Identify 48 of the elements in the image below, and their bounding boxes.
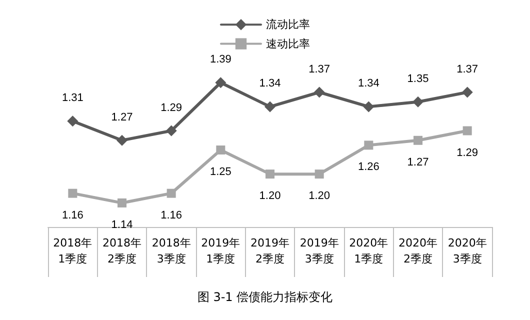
x-tick-label: 2020年 1季度	[349, 236, 388, 266]
x-tick-label: 2020年 2季度	[398, 236, 438, 266]
point	[414, 136, 422, 145]
x-tick-label: 2018年 2季度	[102, 236, 142, 266]
x-tick-label: 2019年 2季度	[250, 236, 290, 266]
x-tick-label: 2018年 1季度	[53, 236, 92, 266]
x-tick-label: 2018年 3季度	[152, 236, 191, 266]
data-label: 1.35	[407, 72, 429, 85]
point	[216, 146, 226, 154]
point	[166, 125, 177, 136]
data-label: 1.34	[358, 78, 380, 90]
point	[118, 198, 126, 208]
x-tick-label: 2020年 3季度	[448, 236, 487, 266]
x-tick-label: 2019年 1季度	[201, 236, 240, 266]
legend-label: 流动比率	[266, 18, 310, 32]
data-label: 1.39	[210, 54, 232, 66]
point	[363, 101, 374, 112]
point	[462, 86, 473, 98]
point	[462, 126, 472, 136]
data-label: 1.27	[111, 111, 133, 124]
data-label: 1.16	[160, 209, 182, 222]
data-label: 1.26	[358, 161, 380, 174]
data-label: 1.20	[308, 190, 330, 202]
point	[215, 77, 226, 88]
legend-label: 速动比率	[266, 37, 310, 50]
point	[314, 86, 325, 98]
data-label: 1.20	[259, 190, 281, 202]
data-label: 1.29	[456, 146, 478, 159]
point	[116, 134, 128, 146]
point	[364, 140, 374, 150]
point	[412, 96, 424, 108]
x-tick-label: 2019年 3季度	[300, 236, 339, 266]
data-label: 1.34	[259, 78, 281, 90]
data-label: 1.31	[62, 92, 84, 104]
point	[314, 170, 324, 179]
text: 图 3-1 偿债能力指标变化	[197, 290, 333, 304]
data-label: 1.25	[210, 166, 232, 178]
data-label: 1.27	[407, 156, 429, 168]
data-label: 1.16	[62, 209, 84, 222]
point	[67, 116, 78, 127]
point	[266, 170, 274, 179]
data-label: 1.29	[160, 102, 182, 114]
point	[166, 188, 176, 198]
point	[68, 188, 78, 198]
data-label: 1.37	[308, 63, 330, 76]
data-label: 1.37	[456, 63, 478, 76]
data-label: 1.14	[111, 218, 133, 231]
point	[264, 101, 276, 112]
